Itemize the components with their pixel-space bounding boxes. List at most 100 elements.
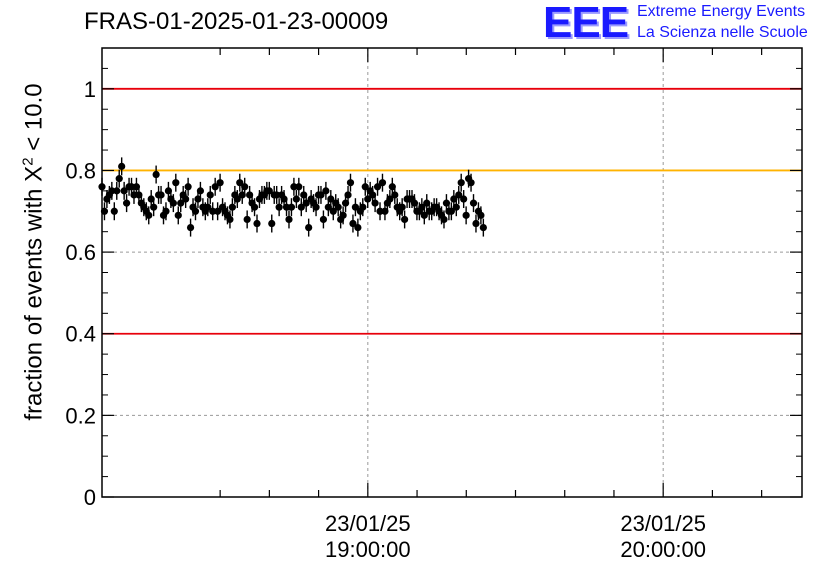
data-points (98, 157, 487, 237)
y-axis-ticks: 0 0.2 0.4 0.6 0.8 1 (65, 47, 802, 510)
data-point (250, 203, 259, 211)
data-point (378, 179, 387, 187)
data-point (457, 179, 465, 187)
eee-logo: EEE (543, 0, 629, 47)
data-point (344, 191, 352, 199)
data-point (290, 183, 298, 191)
data-point (115, 175, 123, 183)
data-point (479, 224, 487, 232)
data-point (152, 170, 160, 179)
data-point (292, 195, 300, 203)
data-point (359, 203, 367, 211)
data-point (339, 211, 347, 219)
reference-lines (102, 87, 802, 335)
data-point (373, 183, 382, 191)
data-point (312, 203, 320, 211)
data-point (233, 195, 241, 203)
data-point (282, 203, 291, 211)
data-point (172, 179, 180, 187)
data-point (319, 215, 328, 224)
data-point (118, 162, 126, 170)
x-tick-label-time: 19:00:00 (325, 537, 411, 562)
data-point (295, 183, 303, 191)
y-tick-label: 0.8 (65, 158, 96, 183)
data-point (462, 211, 470, 219)
logo-subtitle-line1: Extreme Energy Events (637, 3, 806, 20)
data-point (477, 211, 485, 219)
data-point (150, 203, 158, 211)
data-point (228, 203, 236, 211)
data-point (371, 199, 379, 207)
data-point (420, 211, 428, 219)
data-point (182, 195, 190, 203)
data-point (211, 183, 219, 191)
data-point (265, 187, 273, 195)
data-point (391, 191, 399, 199)
data-point (386, 195, 394, 203)
y-tick-label: 0 (84, 485, 96, 510)
data-point (184, 183, 192, 191)
data-point (327, 195, 335, 203)
y-axis-title-suffix: < 10.0 (20, 83, 48, 158)
data-point (162, 207, 170, 215)
data-point (253, 219, 261, 228)
data-point (169, 199, 177, 207)
data-point (186, 224, 195, 232)
y-axis-title: fraction of events with X2 < 10.0 (20, 83, 49, 420)
data-point (361, 183, 369, 191)
data-point (440, 215, 448, 224)
y-tick-label: 0.6 (65, 240, 96, 265)
data-point (120, 187, 128, 195)
data-point (123, 199, 131, 207)
data-point (108, 187, 116, 195)
data-point (273, 191, 281, 199)
data-point (317, 191, 325, 199)
x-tick-label-date: 23/01/25 (620, 511, 706, 536)
data-point (157, 191, 165, 199)
data-point (209, 207, 217, 215)
data-point (455, 191, 463, 199)
data-point (376, 207, 384, 215)
data-point (472, 219, 480, 228)
logo-subtitle-line2: La Scienza nelle Scuole (637, 24, 808, 41)
data-point (206, 191, 214, 199)
data-point (469, 199, 478, 207)
data-point (113, 187, 121, 195)
data-point (322, 187, 330, 195)
data-point (349, 219, 357, 228)
data-point (243, 215, 251, 224)
data-point (285, 215, 293, 224)
data-point (346, 179, 355, 187)
y-axis-title-superscript: 2 (19, 157, 37, 166)
data-point (351, 203, 360, 211)
run-title: FRAS-01-2025-01-23-00009 (84, 8, 389, 35)
plot-frame (101, 47, 803, 498)
data-point (398, 203, 406, 211)
data-point (467, 179, 475, 187)
data-point (110, 207, 118, 215)
data-point (452, 203, 460, 211)
data-point (401, 215, 409, 224)
y-tick-label: 1 (84, 77, 96, 102)
data-point (268, 219, 276, 228)
data-point (334, 203, 342, 211)
grid-lines (102, 48, 802, 497)
data-point (275, 203, 283, 211)
data-point (174, 211, 182, 219)
data-point (287, 203, 296, 211)
data-point (191, 207, 200, 215)
data-point (354, 224, 362, 232)
x-tick-label-time: 20:00:00 (620, 537, 706, 562)
data-point (447, 207, 455, 215)
data-point (297, 203, 305, 211)
data-point (216, 179, 224, 187)
data-point (241, 183, 249, 191)
data-point (204, 203, 212, 211)
data-point (145, 211, 153, 219)
y-tick-label: 0.4 (65, 322, 96, 347)
data-point (236, 179, 244, 187)
data-point (214, 207, 222, 215)
y-axis-title-prefix: fraction of events with X (20, 165, 48, 421)
